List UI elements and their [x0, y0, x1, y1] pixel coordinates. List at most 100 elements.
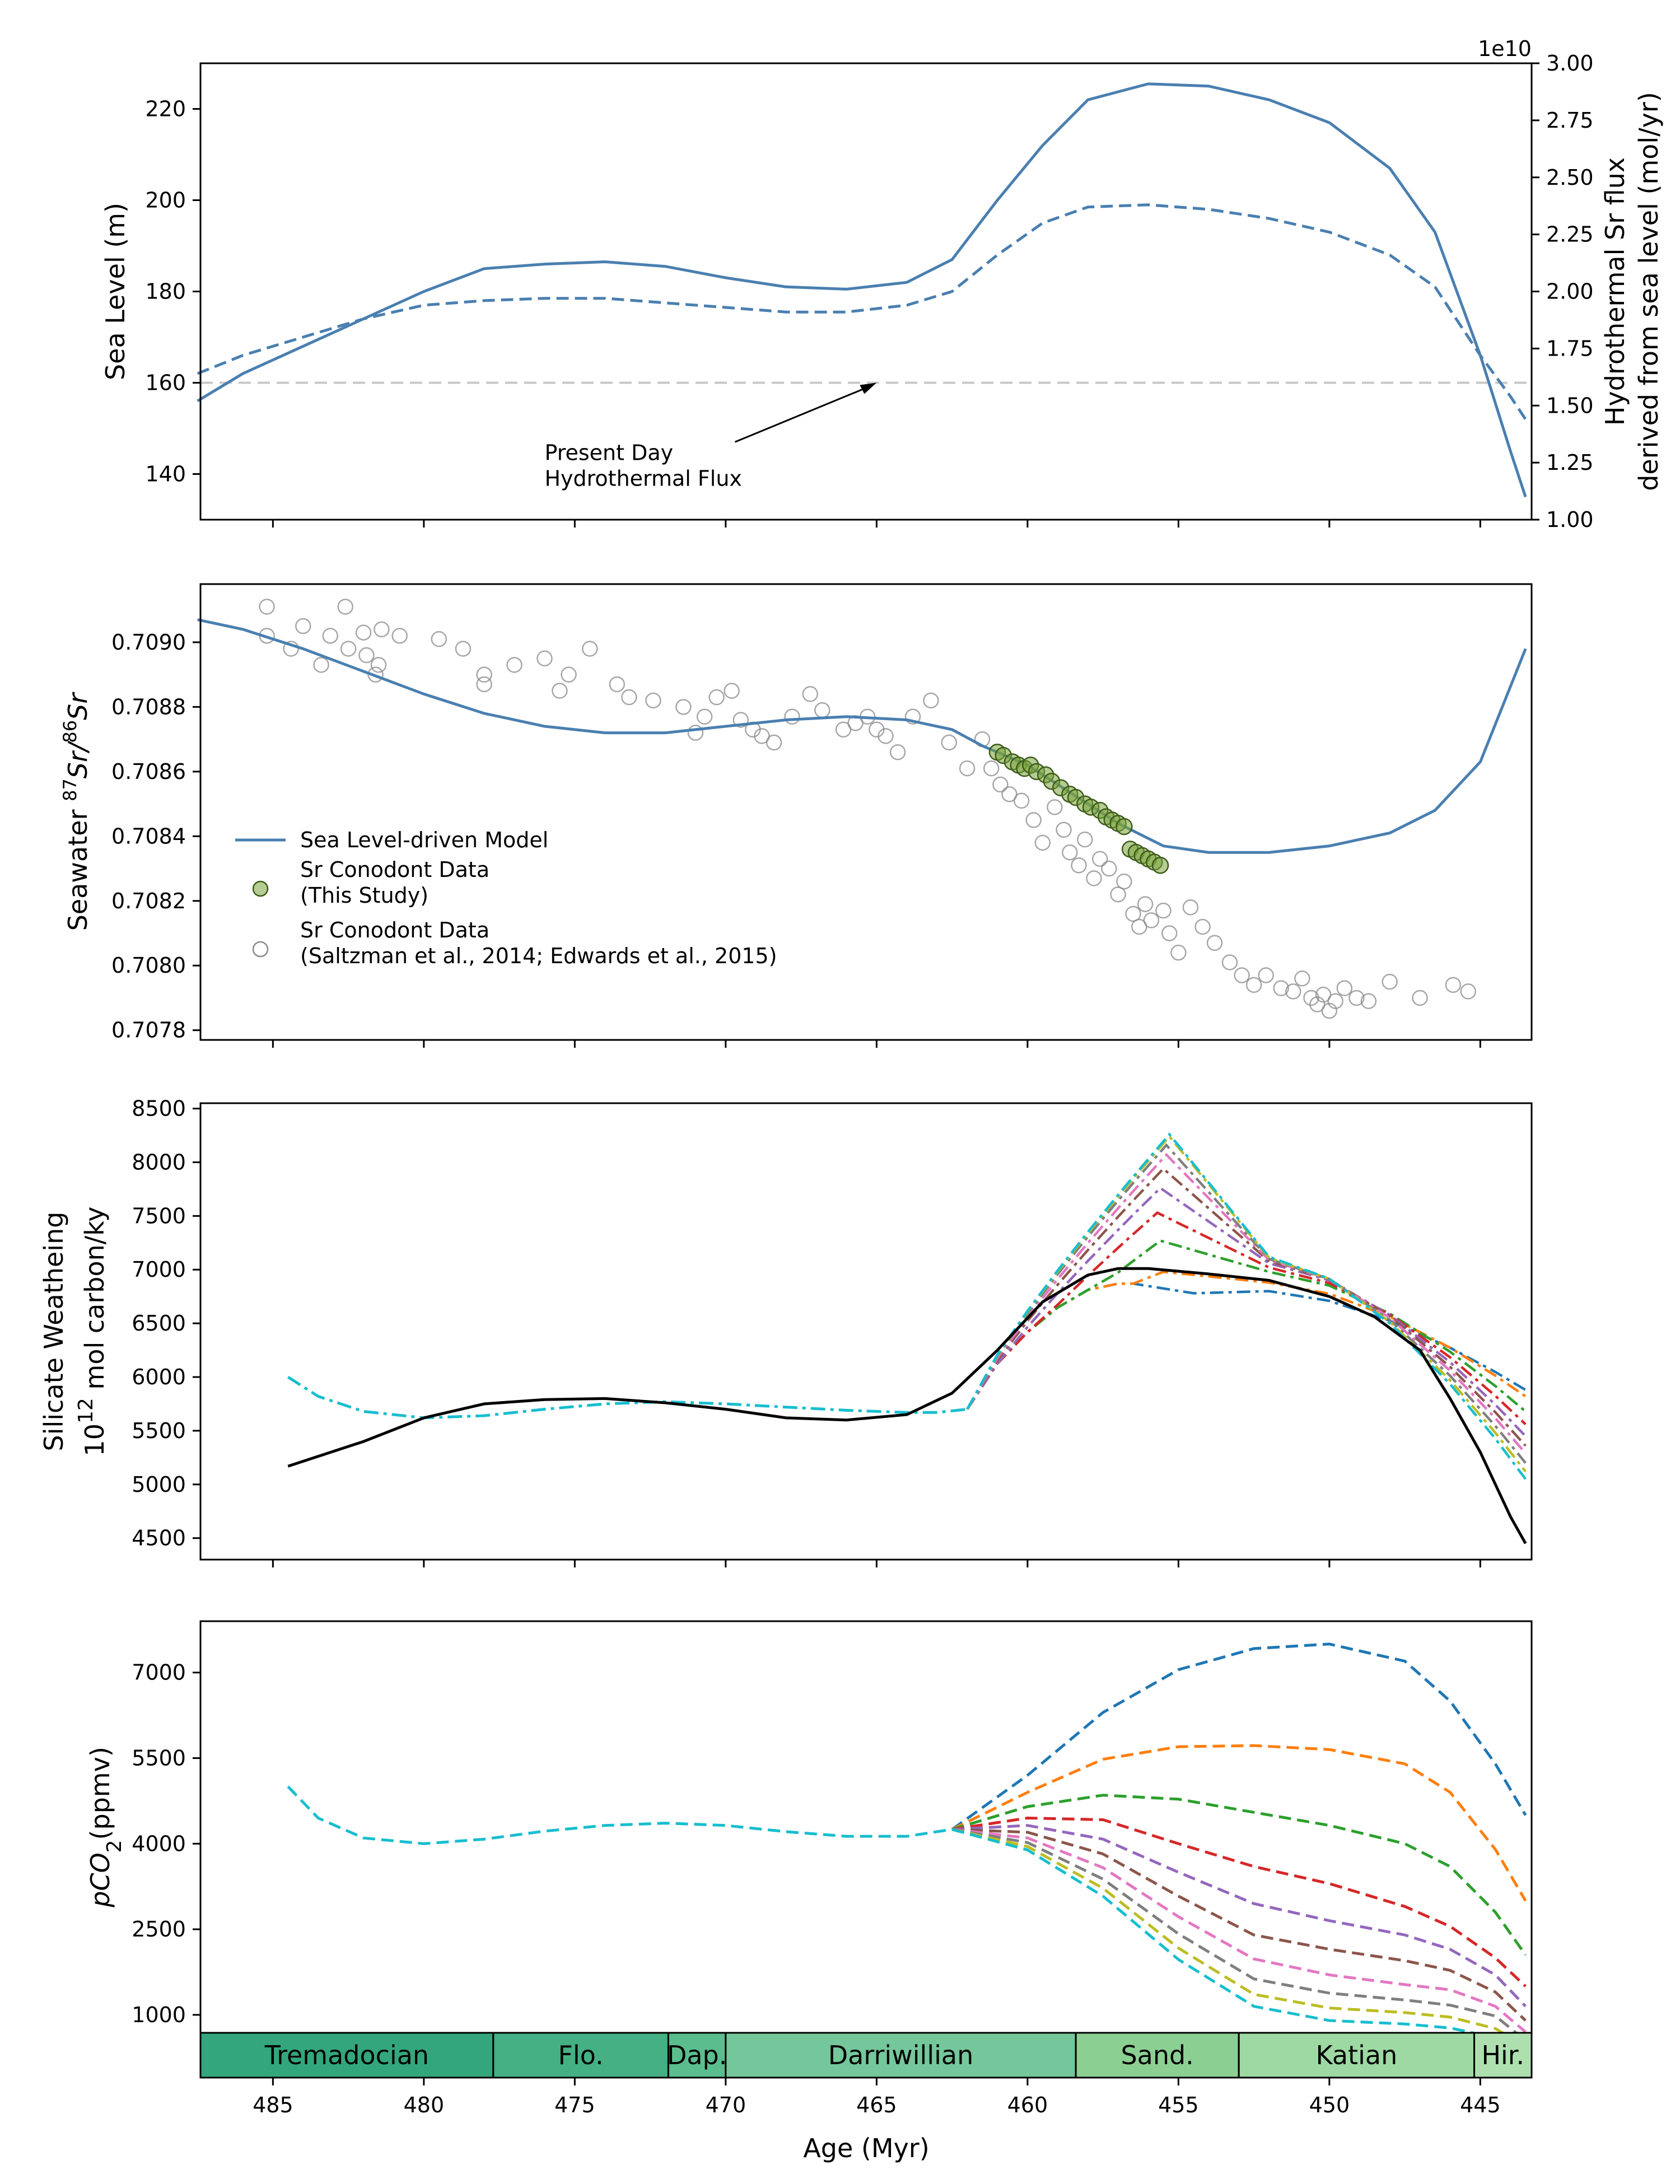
literature-data-point	[1234, 967, 1250, 983]
pco2-y-label-part: CO	[85, 1852, 115, 1891]
pco2-y-label-part: p	[85, 1891, 115, 1908]
strontium-y-label-part: Sr/	[63, 740, 93, 778]
literature-data-point	[259, 599, 275, 615]
stage-label: Hir.	[1481, 2040, 1524, 2070]
literature-data-point	[1013, 792, 1030, 809]
literature-data-point	[983, 760, 1000, 777]
weathering-ensemble-line	[966, 1239, 1527, 1413]
weathering-y-tick-label: 4500	[132, 1526, 186, 1551]
literature-data-point	[374, 621, 390, 638]
legend-literature-label: Sr Conodont Data	[300, 918, 489, 942]
stage-box	[492, 2032, 669, 2079]
strontium-y-tick-label: 0.7088	[111, 694, 186, 719]
weathering-y-tick-label: 6500	[132, 1311, 186, 1336]
literature-data-point	[1309, 996, 1326, 1012]
hydrothermal-y2-tick-label: 2.25	[1546, 222, 1594, 247]
pco2-ensemble-line	[951, 1794, 1527, 1956]
literature-data-point	[1315, 986, 1332, 1003]
strontium-frame	[199, 583, 1533, 1041]
sea-level-y-tick-label: 160	[145, 371, 186, 395]
hydrothermal-y2-tick-label: 2.75	[1546, 108, 1594, 133]
stage-label: Katian	[1316, 2040, 1398, 2070]
literature-data-point	[1001, 786, 1018, 802]
stage-box	[1075, 2032, 1240, 2079]
sea-level-panel: 140 160 180 200 220 1.00 1.25 1.50 1.75 2.00 2.25 2…	[100, 36, 1664, 532]
hydrothermal-flux-line	[197, 203, 1527, 421]
literature-data-point	[295, 618, 311, 634]
literature-data-point	[1382, 973, 1398, 990]
sea-level-y-tick-label: 200	[145, 188, 186, 213]
pco2-ensemble-line	[951, 1828, 1527, 2033]
literature-data-point	[1182, 899, 1199, 916]
literature-data-point	[1077, 831, 1093, 848]
stage-box	[1473, 2032, 1533, 2079]
pco2-ensemble-line	[952, 1828, 1527, 2022]
weathering-ensemble-common	[287, 1375, 968, 1420]
strontium-y-tick-label: 0.7082	[111, 889, 186, 913]
literature-data-point	[1091, 851, 1108, 867]
stage-bar: Tremadocian Flo. Dap. Darriwillian Sand. Kati…	[199, 1620, 1533, 2117]
weathering-y-tick-label: 6000	[132, 1365, 186, 1389]
literature-data-point	[370, 657, 387, 673]
sea-level-y-tick-label: 180	[145, 279, 186, 304]
age-axis-x-tick-label: 450	[1309, 2093, 1350, 2117]
literature-data-point	[754, 728, 770, 744]
sea-level-y-tick-label: 220	[145, 97, 186, 122]
pco2-y-tick-label: 5500	[132, 1746, 186, 1771]
annotation-arrow-head	[860, 382, 877, 394]
legend-this-study-label: Sr Conodont Data	[300, 857, 489, 882]
strontium-y-label-part: 87	[59, 778, 81, 801]
literature-data-point	[724, 683, 740, 699]
x-axis-label: Age (Myr)	[803, 2133, 929, 2163]
literature-data-point	[1047, 799, 1063, 815]
sea-level-y-label: Sea Level (m)	[100, 203, 130, 380]
literature-data-point	[878, 728, 894, 744]
literature-data-point	[904, 708, 921, 725]
legend-model-label: Sea Level-driven Model	[300, 828, 548, 852]
strontium-y-label-part: Seawater	[63, 801, 93, 931]
literature-data-point	[431, 631, 447, 647]
age-axis-x-tick-label: 485	[253, 2093, 293, 2117]
literature-data-point	[645, 692, 661, 709]
pco2-y-label: pCO2(ppmv)	[85, 1747, 126, 1908]
stage-label: Darriwillian	[828, 2040, 974, 2070]
legend-this-study-swatch	[252, 880, 269, 897]
literature-data-point	[1348, 990, 1365, 1006]
literature-data-point	[609, 676, 626, 693]
literature-data-point	[802, 686, 819, 702]
strontium-y-tick-label: 0.7086	[111, 759, 186, 784]
pco2-panel: 1000 2500 4000 5500 7000 pCO2(ppmv)	[85, 1620, 1533, 2079]
literature-data-point	[889, 744, 906, 760]
weathering-y-tick-label: 8000	[132, 1150, 186, 1174]
literature-data-point	[696, 708, 713, 725]
weathering-ensemble-line	[966, 1186, 1527, 1438]
weathering-baseline-line	[287, 1267, 1527, 1544]
strontium-y-tick-label: 0.7078	[111, 1018, 186, 1043]
literature-data-point	[1273, 980, 1289, 996]
stage-label: Flo.	[558, 2040, 604, 2070]
literature-data-point	[337, 599, 353, 615]
literature-data-point	[1327, 993, 1343, 1009]
stage-label: Sand.	[1121, 2040, 1193, 2070]
literature-data-point	[1360, 993, 1377, 1009]
literature-data-point	[476, 666, 492, 683]
age-axis-x-tick-label: 460	[1007, 2093, 1048, 2117]
literature-data-point	[675, 699, 692, 715]
weathering-y-tick-label: 5500	[132, 1418, 186, 1443]
strontium-y-tick-label: 0.7090	[111, 630, 186, 655]
literature-data-point	[1336, 980, 1353, 996]
strontium-y-label-part: Sr	[63, 692, 93, 720]
annotation-arrow-shaft	[734, 386, 868, 443]
weathering-y-label-line2: 1012 mol carbon/ky	[74, 1207, 110, 1457]
pco2-y-tick-label: 4000	[132, 1831, 186, 1856]
literature-data-point	[455, 641, 472, 657]
hydrothermal-y2-tick-label: 1.00	[1546, 507, 1594, 532]
literature-data-point	[1062, 844, 1078, 861]
literature-data-point	[1221, 954, 1238, 970]
literature-data-point	[1155, 902, 1172, 919]
hydrothermal-y2-tick-label: 1.75	[1546, 336, 1594, 361]
literature-data-point	[835, 721, 852, 738]
literature-data-point	[784, 708, 800, 725]
